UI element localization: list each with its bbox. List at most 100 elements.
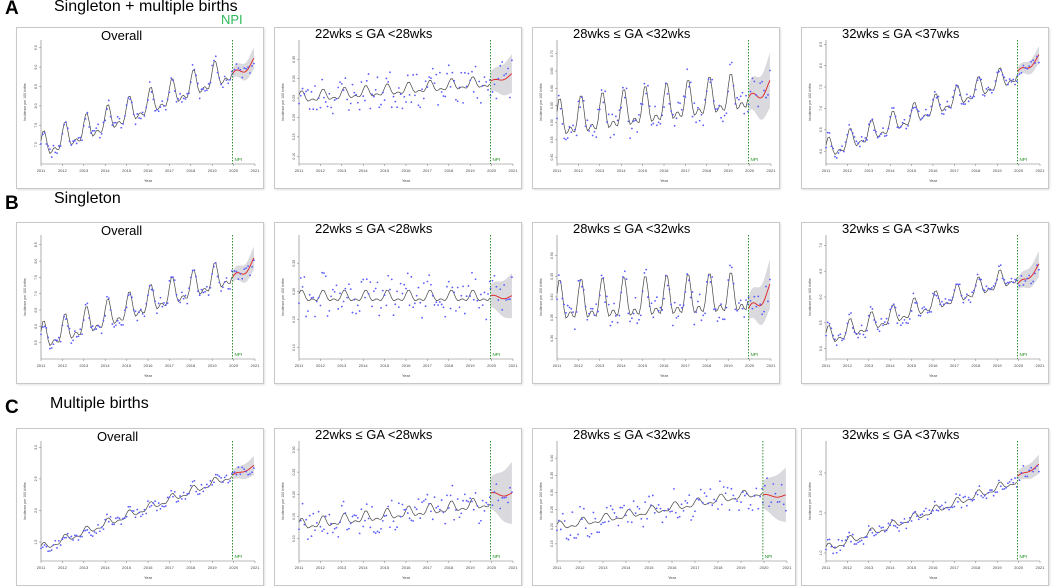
x-axis-label: Year bbox=[402, 373, 411, 378]
x-axis-label: Year bbox=[668, 575, 677, 580]
data-point bbox=[166, 496, 169, 499]
data-point bbox=[743, 112, 746, 115]
x-tick-label: 2011 bbox=[822, 363, 831, 368]
data-point bbox=[86, 111, 89, 114]
data-point bbox=[73, 534, 76, 537]
data-point bbox=[344, 512, 347, 514]
x-tick-label: 2019 bbox=[466, 565, 476, 570]
x-tick-label: 2011 bbox=[37, 363, 46, 368]
data-point bbox=[747, 507, 750, 510]
data-point bbox=[335, 526, 338, 529]
data-point bbox=[834, 155, 836, 158]
data-point bbox=[408, 517, 411, 520]
data-point bbox=[59, 145, 62, 147]
x-tick-label: 2013 bbox=[599, 565, 609, 570]
data-point bbox=[595, 136, 598, 139]
data-point bbox=[145, 303, 148, 305]
data-point bbox=[462, 101, 464, 104]
x-tick-label: 2014 bbox=[359, 168, 369, 173]
data-point bbox=[670, 110, 673, 112]
data-point bbox=[186, 302, 189, 305]
data-point bbox=[784, 509, 787, 512]
data-point bbox=[653, 512, 656, 514]
data-point bbox=[220, 83, 223, 86]
data-point bbox=[850, 312, 852, 314]
data-point bbox=[1038, 61, 1040, 64]
data-point bbox=[57, 336, 60, 339]
data-point bbox=[129, 505, 132, 508]
data-point bbox=[962, 496, 965, 499]
data-point bbox=[148, 81, 151, 83]
data-point bbox=[73, 139, 76, 142]
data-point bbox=[396, 526, 398, 529]
chart-panel-a-32-37: 32wks ≤ GA <37wks 2011 2012 2013 2014 2015 201… bbox=[801, 27, 1049, 189]
fitted-line bbox=[40, 262, 233, 347]
data-point bbox=[837, 538, 840, 541]
data-point bbox=[52, 343, 55, 346]
x-tick-label: 2017 bbox=[165, 565, 175, 570]
data-point bbox=[396, 290, 398, 293]
data-point bbox=[312, 296, 315, 299]
panel-title: 28wks ≤ GA <32wks bbox=[573, 27, 691, 41]
data-point bbox=[948, 299, 950, 301]
data-point bbox=[873, 129, 876, 132]
data-point bbox=[216, 474, 219, 476]
data-point bbox=[218, 475, 221, 478]
data-point bbox=[739, 95, 742, 98]
x-tick-label: 2020 bbox=[1014, 168, 1024, 173]
data-point bbox=[205, 483, 208, 486]
data-point bbox=[951, 506, 954, 509]
y-tick-label: 7.0 bbox=[819, 106, 823, 111]
data-point bbox=[116, 319, 119, 322]
data-point bbox=[568, 306, 571, 309]
data-point bbox=[664, 82, 667, 85]
data-point bbox=[458, 86, 461, 89]
data-point bbox=[405, 101, 407, 103]
forecast-line bbox=[748, 283, 771, 309]
data-point bbox=[755, 94, 758, 97]
data-point bbox=[173, 490, 176, 493]
y-axis-label: Incidence per 100 births bbox=[281, 482, 285, 520]
data-point bbox=[916, 302, 918, 304]
data-point bbox=[493, 491, 496, 493]
data-point bbox=[640, 517, 643, 520]
y-axis-label: Incidence per 100 births bbox=[23, 482, 27, 520]
forecast-band bbox=[232, 455, 254, 480]
data-point bbox=[713, 308, 715, 311]
data-point bbox=[351, 83, 354, 86]
data-point bbox=[1036, 264, 1038, 267]
data-point bbox=[620, 291, 623, 294]
data-point bbox=[623, 96, 626, 99]
y-tick-label: 6.0 bbox=[34, 324, 38, 329]
data-point bbox=[161, 505, 164, 508]
data-point bbox=[696, 106, 699, 109]
x-tick-label: 2016 bbox=[402, 363, 412, 368]
data-point bbox=[864, 536, 867, 539]
x-tick-label: 2019 bbox=[993, 565, 1003, 570]
x-tick-label: 2019 bbox=[993, 168, 1003, 173]
forecast-line bbox=[490, 73, 513, 82]
data-point bbox=[127, 505, 130, 508]
data-point bbox=[239, 272, 242, 275]
data-point bbox=[412, 306, 415, 309]
data-point bbox=[241, 277, 244, 280]
data-point bbox=[501, 61, 504, 63]
data-point bbox=[780, 483, 783, 486]
data-point bbox=[561, 297, 564, 300]
data-point bbox=[643, 272, 646, 274]
data-point bbox=[335, 284, 338, 287]
data-point bbox=[222, 481, 224, 484]
data-point bbox=[225, 277, 228, 279]
data-point bbox=[782, 503, 785, 506]
data-point bbox=[460, 71, 463, 74]
data-point bbox=[714, 108, 717, 110]
data-point bbox=[557, 94, 560, 97]
data-point bbox=[458, 516, 461, 519]
data-point bbox=[40, 333, 42, 336]
data-point bbox=[600, 274, 603, 277]
x-tick-label: 2012 bbox=[576, 565, 586, 570]
data-point bbox=[222, 286, 224, 289]
data-point bbox=[125, 515, 128, 518]
panel-title: Overall bbox=[101, 223, 143, 238]
data-point bbox=[853, 136, 856, 138]
